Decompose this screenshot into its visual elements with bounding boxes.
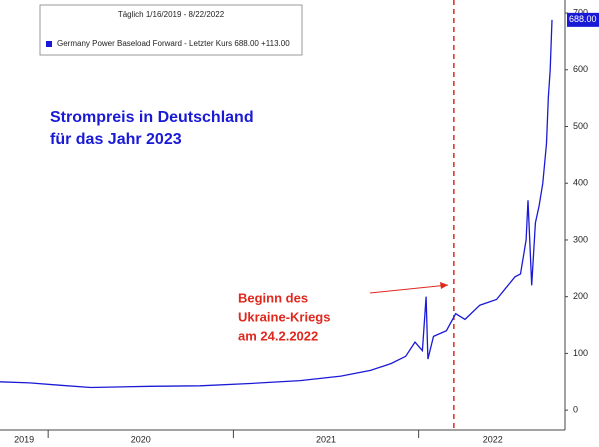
y-tick-label: 700	[573, 7, 588, 17]
y-tick-label: 400	[573, 178, 588, 188]
arrow-head	[440, 282, 448, 289]
price-line	[0, 19, 553, 389]
legend-swatch	[46, 41, 52, 47]
last-value-label: 688.00	[569, 14, 597, 24]
annotation: Beginn des	[238, 290, 308, 305]
annotation: am 24.2.2022	[238, 328, 318, 343]
legend-box	[39, 4, 303, 56]
last-value-box	[567, 12, 599, 27]
y-tick-label: 600	[573, 64, 588, 74]
y-tick-label: 200	[573, 291, 588, 301]
legend-header: Täglich 1/16/2019 - 8/22/2022	[118, 10, 225, 19]
x-tick-label: 2020	[131, 434, 151, 444]
title: für das Jahr 2023	[50, 131, 182, 148]
legend-entry: Germany Power Baseload Forward - Letzter…	[57, 39, 290, 48]
x-tick-label: 2022	[483, 434, 503, 444]
x-tick-label: 2019	[14, 434, 34, 444]
y-tick-label: 0	[573, 405, 578, 415]
y-tick-label: 100	[573, 348, 588, 358]
annotation-arrow	[369, 284, 449, 294]
annotation: Ukraine-Kriegs	[238, 309, 330, 324]
title: Strompreis in Deutschland	[50, 109, 254, 126]
y-tick-label: 500	[573, 121, 588, 131]
y-tick-label: 300	[573, 234, 588, 244]
x-tick-label: 2021	[316, 434, 336, 444]
